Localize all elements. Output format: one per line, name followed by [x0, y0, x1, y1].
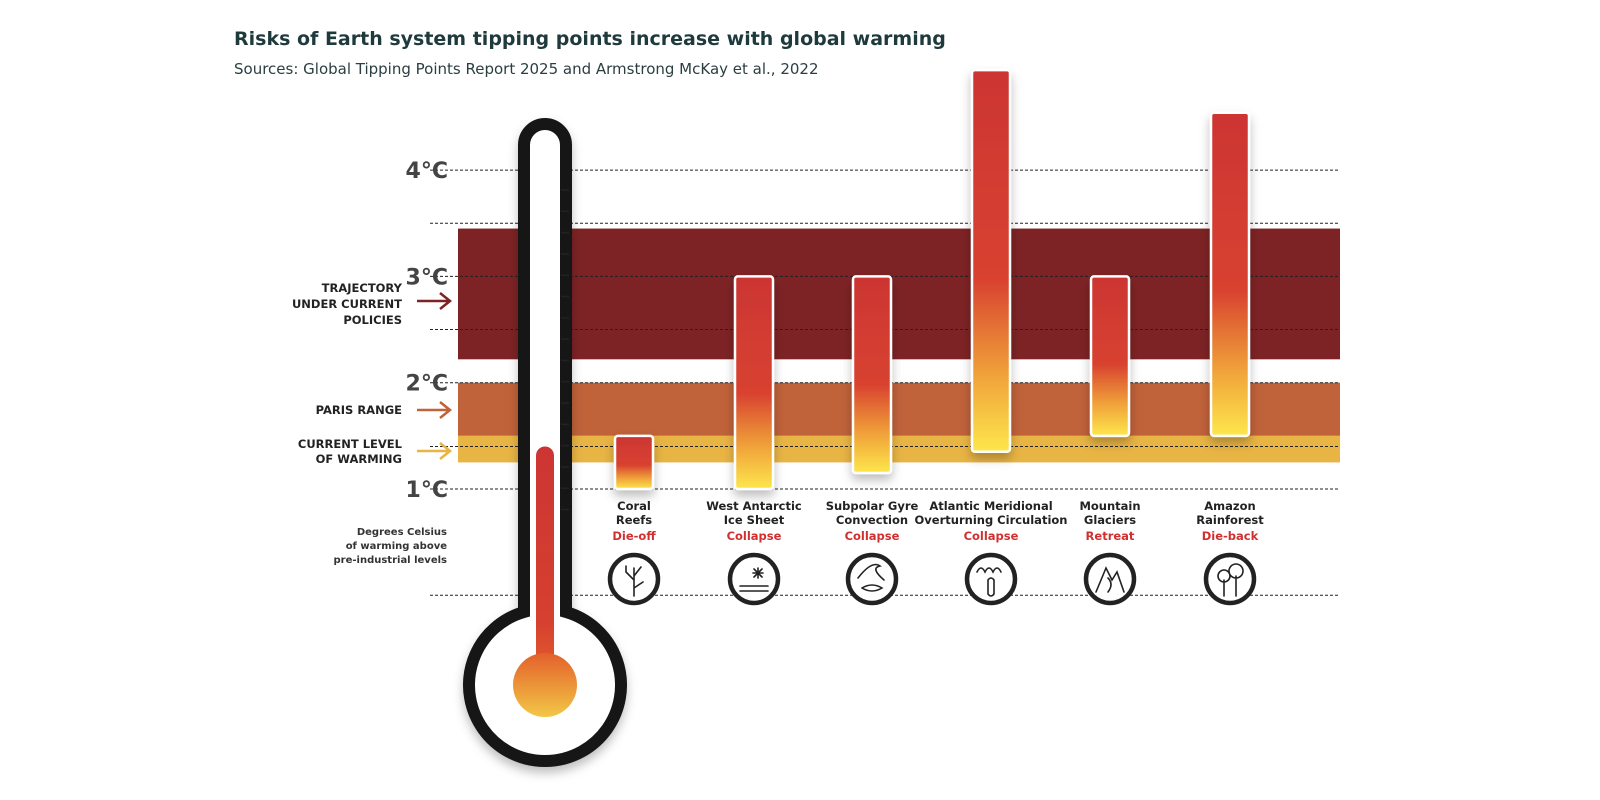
chart-title: Risks of Earth system tipping points inc…: [234, 28, 946, 50]
forest-icon-glyph: [1217, 563, 1244, 597]
band-current: [458, 435, 1340, 463]
category-label: Coral: [617, 499, 651, 513]
icon-ring: [727, 552, 781, 606]
coral-icon-glyph: [625, 565, 644, 597]
y-axis-label: of warming above: [346, 541, 448, 552]
ocean-current-icon-glyph: [976, 567, 1002, 597]
chart-subtitle: Sources: Global Tipping Points Report 20…: [234, 60, 819, 78]
gyre-icon: [845, 552, 899, 606]
band-trajectory: [458, 228, 1340, 360]
category-label: Ice Sheet: [724, 513, 785, 527]
category-label: Mountain: [1079, 499, 1140, 513]
y-tick-label: 4°C: [406, 159, 448, 184]
icon-ring: [1083, 552, 1137, 606]
band-label: PARIS RANGE: [316, 403, 403, 417]
arrow-icon: [417, 292, 453, 310]
band-label: OF WARMING: [316, 452, 402, 466]
effect-label: Retreat: [1086, 529, 1135, 543]
category-label: Subpolar Gyre: [826, 499, 919, 513]
category-label: Atlantic Meridional: [929, 499, 1052, 513]
ice-sheet-icon: [727, 552, 781, 606]
effect-label: Die-back: [1202, 529, 1259, 543]
thermometer-bulb: [513, 653, 577, 717]
y-tick-label: 1°C: [406, 478, 448, 503]
coral-icon: [607, 552, 661, 606]
effect-label: Die-off: [612, 529, 656, 543]
category-label: Rainforest: [1196, 513, 1264, 527]
category-label: Glaciers: [1084, 513, 1136, 527]
thermometer: [463, 118, 627, 768]
bar: [1209, 111, 1251, 438]
bar: [851, 275, 893, 475]
band-label: POLICIES: [343, 313, 402, 327]
bar: [1089, 275, 1131, 438]
thermometer-outline: [463, 118, 627, 768]
icon-ring: [845, 552, 899, 606]
icon-ring: [964, 552, 1018, 606]
band-label: TRAJECTORY: [322, 281, 403, 295]
category-label: Convection: [836, 513, 908, 527]
gyre-icon-glyph: [857, 563, 885, 592]
bar: [733, 275, 775, 491]
ocean-current-icon: [964, 552, 1018, 606]
effect-label: Collapse: [964, 529, 1019, 543]
band-label: UNDER CURRENT: [292, 297, 402, 311]
category-label: Overturning Circulation: [915, 513, 1068, 527]
y-tick-label: 3°C: [406, 265, 448, 290]
category-label: West Antarctic: [706, 499, 802, 513]
y-tick-label: 2°C: [406, 372, 448, 397]
bar: [613, 434, 655, 491]
arrow-icon: [417, 442, 453, 460]
y-axis-label: pre-industrial levels: [334, 555, 448, 566]
band-paris: [458, 382, 1340, 436]
effect-label: Collapse: [727, 529, 782, 543]
mountain-icon: [1083, 552, 1137, 606]
effect-label: Collapse: [845, 529, 900, 543]
bar: [970, 68, 1012, 454]
category-label: Amazon: [1204, 499, 1255, 513]
arrow-icon: [417, 401, 453, 419]
band-label: CURRENT LEVEL: [298, 437, 403, 451]
category-label: Reefs: [616, 513, 652, 527]
ice-sheet-icon-glyph: [739, 567, 769, 592]
forest-icon: [1203, 552, 1257, 606]
mountain-icon-glyph: [1095, 566, 1125, 593]
thermometer-fill: [536, 446, 554, 680]
y-axis-label: Degrees Celsius: [357, 527, 447, 538]
